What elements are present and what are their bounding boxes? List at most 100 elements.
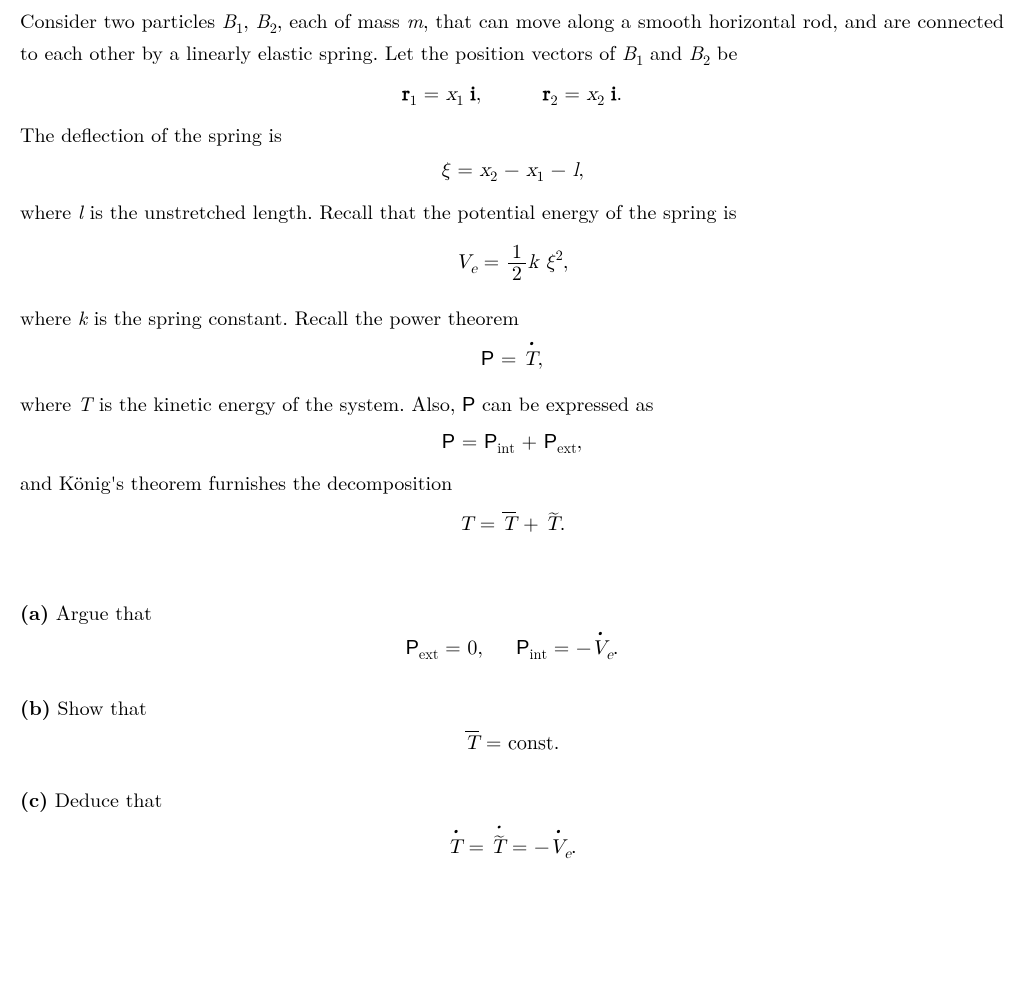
para-2: The deflection of the spring is bbox=[20, 120, 1004, 147]
sym-x: x bbox=[526, 160, 537, 180]
op-eq: = bbox=[484, 252, 506, 272]
op-minus: − bbox=[551, 160, 573, 180]
sym-T: T bbox=[78, 388, 92, 417]
frac-half: 1 2 bbox=[508, 242, 526, 285]
sub-ext: ext bbox=[557, 441, 577, 456]
op-eq: = bbox=[480, 514, 502, 534]
sym-Pint: P bbox=[484, 431, 497, 453]
num: 1 bbox=[508, 242, 526, 264]
sym-P: P bbox=[462, 394, 475, 416]
op-eq: = bbox=[486, 733, 508, 753]
sym-Vdot: V bbox=[591, 635, 606, 662]
text: Argue that bbox=[49, 597, 152, 626]
eq-part-c: T = T = −Ve. bbox=[20, 834, 1004, 863]
sym-P: P bbox=[442, 431, 455, 453]
op-eq: = bbox=[512, 837, 534, 857]
sub: 2 bbox=[270, 18, 277, 38]
part-c-prompt: (c) Deduce that bbox=[20, 785, 1004, 812]
sym-B2b: B bbox=[689, 37, 703, 66]
sym-Ttilde-dot: T bbox=[491, 834, 505, 861]
text: The deflection of the spring is bbox=[20, 119, 282, 148]
sym-B1b: B bbox=[622, 37, 636, 66]
part-a: (a) Argue that Pext = 0, Pint = −Ve. bbox=[20, 598, 1004, 664]
sym-B2: B bbox=[256, 5, 270, 34]
eq-part-b: T = const. bbox=[20, 730, 1004, 757]
sym-m: m bbox=[407, 5, 423, 34]
para-5: where T is the kinetic energy of the sys… bbox=[20, 389, 1004, 419]
comma: , bbox=[577, 432, 583, 452]
sym-Tbar: T bbox=[502, 511, 516, 538]
op-eq: = bbox=[424, 84, 446, 104]
eq-power-decomp: P = Pint + Pext, bbox=[20, 429, 1004, 458]
op-eq: = bbox=[445, 638, 467, 658]
comma: , bbox=[563, 252, 569, 272]
text: Show that bbox=[51, 692, 147, 721]
sym-T: T bbox=[459, 514, 473, 534]
part-b-label: (b) bbox=[20, 692, 51, 721]
text: where bbox=[20, 196, 78, 225]
den: 2 bbox=[508, 264, 526, 285]
sym-Vdot: V bbox=[550, 834, 565, 861]
eq-potential-energy: Ve = 1 2 k ξ2, bbox=[20, 242, 1004, 285]
text: , bbox=[243, 5, 255, 34]
sym-Pext: P bbox=[406, 637, 419, 659]
sym-x: x bbox=[480, 160, 491, 180]
text: Deduce that bbox=[48, 784, 162, 813]
sym-B1: B bbox=[222, 5, 236, 34]
sym-x: x bbox=[446, 84, 457, 104]
para-6: and König's theorem furnishes the decomp… bbox=[20, 468, 1004, 495]
text: is the unstretched length. Recall that t… bbox=[83, 196, 737, 225]
eq-konig: T = T + T. bbox=[20, 511, 1004, 538]
comma: , bbox=[538, 349, 544, 369]
text: Consider two particles bbox=[20, 5, 222, 34]
part-a-label: (a) bbox=[20, 597, 49, 626]
sym-Pext: P bbox=[544, 431, 557, 453]
dot: . bbox=[617, 84, 623, 104]
op-eq: = bbox=[457, 160, 479, 180]
sym-x: x bbox=[587, 84, 598, 104]
part-c-label: (c) bbox=[20, 784, 48, 813]
sym-Tdot: T bbox=[523, 346, 537, 373]
op-eq: = bbox=[564, 84, 586, 104]
dot: . bbox=[571, 837, 577, 857]
op-eq: = bbox=[501, 349, 523, 369]
sub-int: int bbox=[497, 441, 515, 456]
sub: 1 bbox=[456, 93, 463, 108]
para-3: where l is the unstretched length. Recal… bbox=[20, 197, 1004, 224]
op-plus: + bbox=[522, 432, 544, 452]
sym-V: V bbox=[456, 252, 471, 272]
op-eq: = bbox=[462, 432, 484, 452]
part-b-prompt: (b) Show that bbox=[20, 693, 1004, 720]
text: where bbox=[20, 302, 78, 331]
eq-power-theorem: P = T, bbox=[20, 346, 1004, 373]
text: is the kinetic energy of the system. Als… bbox=[92, 388, 462, 417]
comma: , bbox=[578, 160, 584, 180]
sup-2: 2 bbox=[556, 248, 563, 263]
sub-e: e bbox=[471, 261, 477, 276]
dot: . bbox=[560, 514, 566, 534]
sym-Tdot: T bbox=[447, 834, 461, 861]
neg: − bbox=[534, 837, 550, 857]
para-1: Consider two particles B1, B2, each of m… bbox=[20, 6, 1004, 71]
sub: 2 bbox=[597, 93, 604, 108]
sub: 2 bbox=[490, 169, 497, 184]
sym-k: k bbox=[528, 252, 539, 272]
sym-Pint: P bbox=[516, 637, 529, 659]
comma: , bbox=[476, 84, 482, 104]
part-c: (c) Deduce that T = T = −Ve. bbox=[20, 785, 1004, 863]
sub: 1 bbox=[410, 93, 417, 108]
text: , each of mass bbox=[277, 5, 407, 34]
part-b: (b) Show that T = const. bbox=[20, 693, 1004, 757]
part-a-prompt: (a) Argue that bbox=[20, 598, 1004, 625]
problem-page: Consider two particles B1, B2, each of m… bbox=[0, 0, 1024, 893]
sub: 2 bbox=[550, 93, 557, 108]
eq-deflection: ξ = x2 − x1 − l, bbox=[20, 157, 1004, 186]
sym-xi: ξ bbox=[440, 160, 451, 180]
zero: 0 bbox=[467, 638, 477, 658]
text: and König's theorem furnishes the decomp… bbox=[20, 467, 452, 496]
text: and bbox=[643, 37, 689, 66]
op-minus: − bbox=[504, 160, 526, 180]
eq-position-vectors: r1 = x1 i, r2 = x2 i. bbox=[20, 81, 1004, 110]
para-4: where k is the spring constant. Recall t… bbox=[20, 303, 1004, 330]
sym-Ttilde: T bbox=[545, 511, 559, 538]
